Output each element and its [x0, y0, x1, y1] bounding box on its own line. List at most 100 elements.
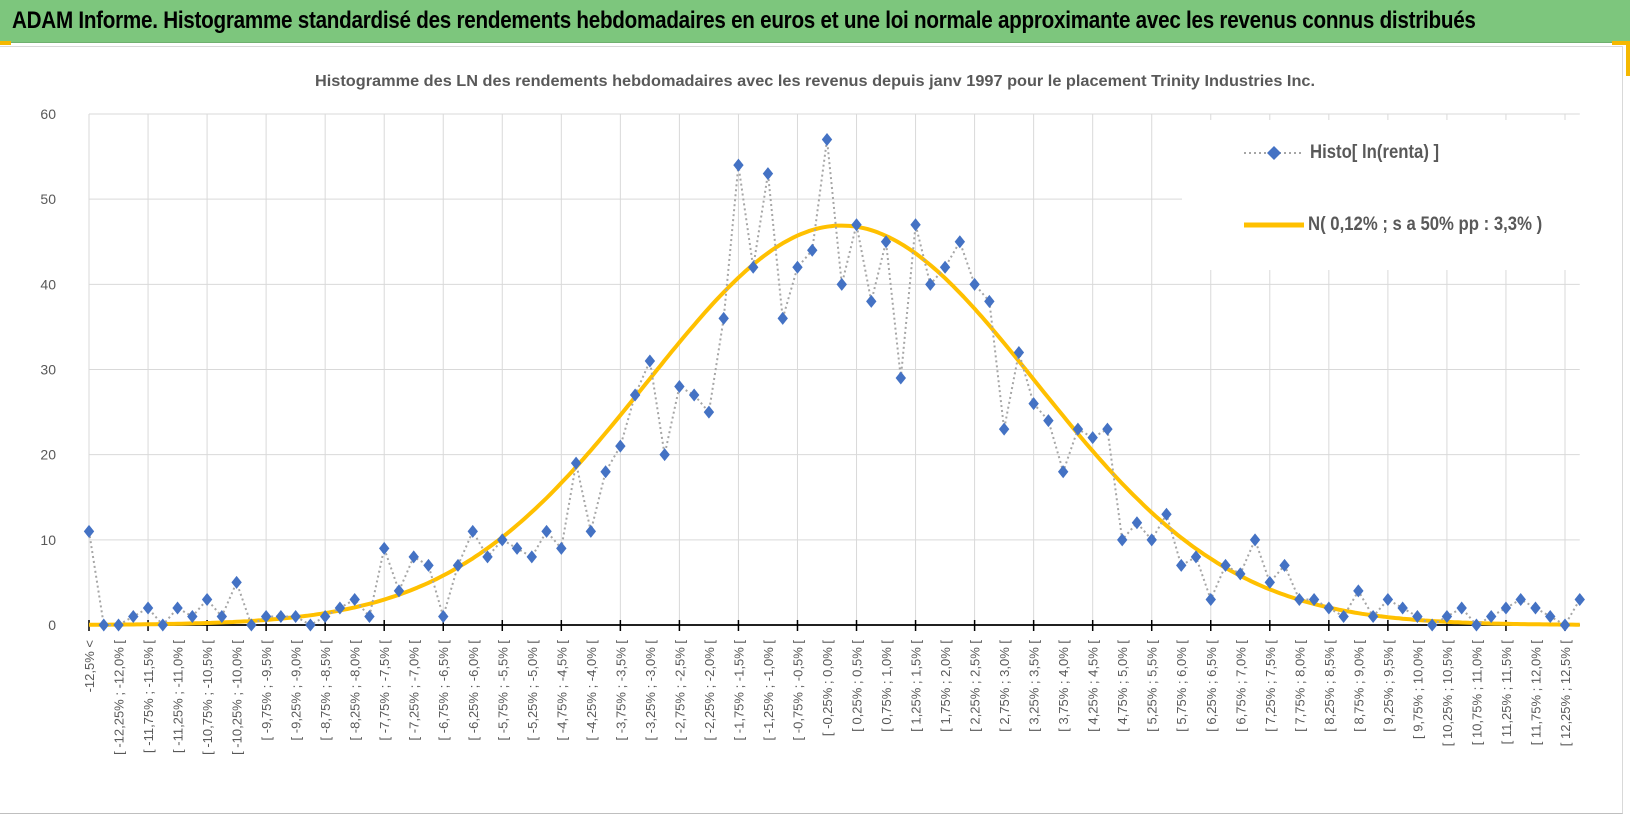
histogram-point [762, 167, 774, 181]
histogram-point [438, 609, 449, 623]
histogram-point [585, 524, 597, 538]
histogram-point [482, 550, 493, 564]
x-tick-label: [ -11,25% ; -11,0% [ [171, 640, 186, 753]
x-tick-label: [ 3,75% ; 4,0% [ [1056, 640, 1071, 732]
histogram-point [1057, 465, 1069, 479]
y-tick-label: 30 [40, 362, 56, 378]
histogram-point [1382, 592, 1394, 606]
x-tick-label: [ -6,75% ; -6,5% [ [436, 640, 451, 741]
x-tick-label: [ 6,25% ; 6,5% [ [1204, 640, 1219, 732]
histogram-point [290, 609, 301, 623]
x-tick-label: [ 11,25% ; 11,5% [ [1499, 640, 1514, 745]
x-tick-label: [ -11,75% ; -11,5% [ [141, 640, 156, 753]
histogram-point [98, 618, 109, 632]
x-tick-label: [ 1,75% ; 2,0% [ [938, 640, 953, 732]
selection-handle-right-vertical [1626, 41, 1630, 76]
histogram-point [1146, 533, 1157, 547]
x-tick-label: [ -12,25% ; -12,0% [ [112, 640, 127, 755]
histogram-point [187, 609, 198, 623]
x-tick-label: [ -4,25% ; -4,0% [ [584, 640, 599, 741]
histogram-point [408, 550, 419, 564]
x-tick-label: [ -3,75% ; -3,5% [ [613, 640, 628, 741]
histogram-point [674, 380, 685, 394]
legend-item-histo[interactable]: Histo[ ln(renta) ] [1244, 142, 1457, 164]
axes: 0 10 20 30 40 50 60 -12,5% < [ -12,25% ; -12,0% … [40, 106, 1580, 755]
x-tick-label: [ -0,75% ; -0,5% [ [790, 640, 805, 741]
histogram-point [807, 243, 818, 257]
chart-area [0, 46, 1623, 814]
x-tick-label: [ -8,25% ; -8,0% [ [348, 640, 363, 741]
histogram-point [600, 465, 611, 479]
histogram-point [113, 618, 124, 632]
x-tick-label: [ 12,25% ; 12,5% [ [1558, 640, 1573, 747]
histogram-point [1131, 516, 1143, 530]
histogram-point [910, 218, 921, 232]
y-tick-label: 10 [40, 532, 56, 548]
histogram-point [157, 618, 168, 632]
histogram-point [1308, 592, 1320, 606]
histogram-point [556, 541, 567, 555]
histogram-series-layer [83, 133, 1585, 632]
selection-handle-left [0, 41, 11, 45]
histogram-point [998, 422, 1010, 436]
x-tick-label: [ 8,75% ; 9,0% [ [1351, 640, 1366, 732]
legend-item-normal[interactable]: N( 0,12% ; s a 50% pp : 3,3% ) [1244, 214, 1574, 236]
x-tick-label: [ 11,75% ; 12,0% [ [1528, 640, 1543, 746]
histogram-point [629, 388, 641, 402]
x-tick-label: [ -6,25% ; -6,0% [ [466, 640, 481, 741]
x-tick-label: -12,5% < [82, 640, 97, 692]
y-tick-label: 50 [40, 191, 56, 207]
histogram-point [895, 371, 906, 385]
histogram-point [703, 405, 715, 419]
x-tick-label: [ 9,25% ; 9,5% [ [1381, 640, 1396, 732]
histogram-point [615, 439, 626, 453]
histogram-point [1545, 609, 1556, 623]
y-tick-label: 40 [40, 276, 56, 292]
histogram-point [1367, 609, 1379, 623]
histogram-point [246, 618, 257, 632]
histogram-point [748, 260, 759, 274]
normal-curve-line [89, 223, 1580, 627]
histogram-point [1279, 558, 1290, 572]
x-tick-label: [ 6,75% ; 7,0% [ [1233, 640, 1248, 732]
histogram-point [1087, 431, 1098, 445]
histogram-point [423, 558, 434, 572]
x-tick-label: [ -1,75% ; -1,5% [ [731, 640, 746, 741]
x-tick-label: [ 4,75% ; 5,0% [ [1115, 640, 1130, 732]
histogram-point [541, 524, 552, 538]
histogram-point [1515, 592, 1526, 606]
histogram-point [1486, 609, 1497, 623]
histogram-point [467, 524, 478, 538]
histogram-point [821, 133, 833, 147]
y-tick-label: 20 [40, 447, 56, 463]
x-tick-label: [ -1,25% ; -1,0% [ [761, 640, 776, 741]
x-tick-label: [ 7,75% ; 8,0% [ [1292, 640, 1307, 732]
histogram-point [1323, 601, 1335, 615]
x-tick-label: [ -4,75% ; -4,5% [ [554, 640, 569, 741]
x-tick-label: [ 3,25% ; 3,5% [ [1027, 640, 1042, 732]
x-tick-label: [ 0,75% ; 1,0% [ [879, 640, 894, 732]
x-tick-label: [ -2,75% ; -2,5% [ [672, 640, 687, 741]
histogram-point [688, 388, 700, 402]
histogram-point [984, 294, 995, 308]
histogram-point [260, 609, 272, 623]
x-tick-label: [ 10,25% ; 10,5% [ [1440, 640, 1455, 747]
histogram-point [511, 541, 523, 555]
x-tick-label: [ -5,25% ; -5,0% [ [525, 640, 540, 741]
histogram-point [216, 609, 228, 623]
histogram-point [1559, 618, 1571, 632]
x-tick-label: [ -10,25% ; -10,0% [ [230, 640, 245, 755]
chart-title: Histogramme des LN des rendements hebdom… [315, 73, 1315, 90]
histogram-point [1220, 558, 1231, 572]
histogram-point [1456, 601, 1467, 615]
histogram-point [1353, 584, 1364, 598]
histogram-point [172, 601, 183, 615]
x-tick-label: [ -3,25% ; -3,0% [ [643, 640, 658, 741]
x-tick-label: [ 9,75% ; 10,0% [ [1410, 640, 1425, 739]
histogram-point [1426, 618, 1438, 632]
histogram-point [1397, 601, 1408, 615]
histogram-point [777, 311, 788, 325]
histogram-point [452, 558, 464, 572]
x-tick-label: [ -9,25% ; -9,0% [ [289, 640, 304, 741]
histogram-point [1176, 558, 1187, 572]
